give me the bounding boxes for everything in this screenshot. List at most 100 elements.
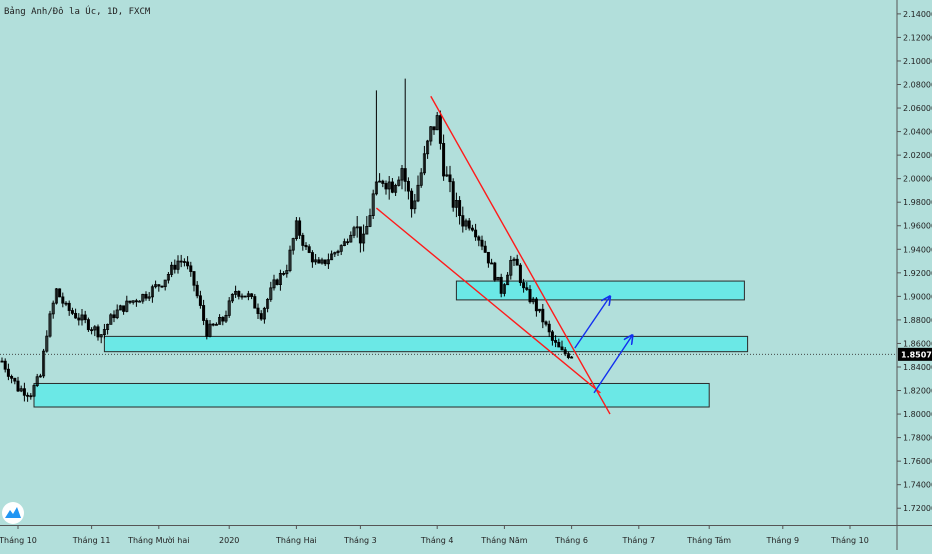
candle-body: [26, 394, 30, 397]
candle-body: [394, 184, 398, 193]
candle: [355, 215, 359, 238]
candle: [176, 255, 180, 274]
logo-circle: [2, 502, 24, 524]
candle-body: [16, 380, 20, 392]
candle-body: [374, 181, 378, 195]
candle-body: [285, 270, 289, 275]
candle: [301, 232, 305, 251]
candle: [262, 306, 266, 324]
candle: [461, 206, 465, 233]
candle-body: [109, 314, 113, 325]
candle: [314, 253, 318, 265]
candle: [470, 224, 474, 232]
candle-body: [266, 298, 270, 309]
candle: [486, 251, 490, 268]
x-axis: Tháng 10 Tháng 11 Tháng Mười hai 2020 Tháng …: [0, 525, 932, 545]
candle: [381, 179, 385, 188]
candle-body: [70, 310, 74, 314]
candle: [432, 126, 436, 135]
candle-body: [525, 287, 529, 290]
candle: [323, 259, 327, 267]
x-tick-label: Tháng Hai: [275, 536, 317, 545]
candle: [125, 295, 129, 313]
candle-body: [234, 290, 238, 295]
candle: [368, 208, 372, 228]
candle-body: [35, 376, 39, 386]
candle-body: [32, 385, 36, 397]
y-tick-label: 1.94000: [903, 245, 932, 254]
candle: [410, 188, 414, 218]
candle-body: [330, 253, 334, 261]
candle-body: [29, 395, 33, 398]
y-tick-label: 2.10000: [903, 57, 932, 66]
candle: [298, 217, 302, 239]
candle-body: [275, 279, 279, 285]
candle: [272, 274, 276, 291]
candle: [496, 276, 500, 281]
candle-body: [346, 241, 350, 244]
candle: [246, 290, 250, 301]
candle-body: [115, 309, 119, 319]
candle: [256, 303, 260, 319]
candle: [147, 292, 151, 302]
candle: [218, 314, 222, 325]
candle: [365, 216, 369, 235]
candle: [278, 269, 282, 291]
y-tick-label: 2.04000: [903, 128, 932, 137]
candle-body: [531, 298, 535, 303]
candle: [141, 293, 145, 304]
candle: [342, 238, 346, 247]
candle-body: [390, 181, 394, 193]
candle-body: [566, 353, 570, 358]
candle: [86, 317, 90, 332]
candle: [70, 307, 74, 316]
candle-body: [214, 323, 218, 326]
candle-body: [317, 259, 321, 264]
x-tick-label: Tháng 4: [420, 536, 454, 545]
candle-body: [48, 313, 52, 337]
candle: [426, 139, 430, 159]
candle-body: [179, 260, 183, 263]
candle-body: [86, 319, 90, 331]
y-tick-label: 1.86000: [903, 339, 932, 348]
candle: [38, 373, 42, 378]
candle: [32, 383, 36, 398]
candle: [282, 271, 286, 276]
candle: [429, 125, 433, 146]
candle-body: [262, 307, 266, 320]
candle: [352, 225, 356, 239]
candle-body: [387, 181, 391, 190]
candle-body: [0, 360, 4, 363]
candle: [157, 284, 161, 292]
candle: [397, 176, 401, 187]
x-tick-label: Tháng Mười hai: [127, 535, 189, 545]
candle-body: [246, 293, 250, 298]
candle: [416, 175, 420, 203]
x-tick-label: Tháng 6: [554, 536, 588, 545]
candle: [80, 309, 84, 326]
tradingview-logo[interactable]: [2, 502, 24, 524]
candle: [106, 323, 110, 335]
candle-body: [237, 290, 241, 297]
candle-body: [323, 259, 327, 265]
candle-body: [125, 300, 129, 312]
candle-body: [307, 246, 311, 253]
candle: [464, 218, 468, 231]
candle-body: [134, 300, 138, 303]
y-axis: 2.14000 2.12000 2.10000 2.08000 2.06000 2.040…: [896, 0, 932, 550]
candle-body: [349, 234, 353, 243]
candle: [400, 165, 404, 190]
candle-body: [429, 126, 433, 142]
candle-body: [557, 341, 561, 348]
candle: [237, 290, 241, 300]
candle: [48, 310, 52, 338]
candle-body: [304, 245, 308, 248]
candle-body: [42, 350, 46, 377]
projection-arrow: [593, 335, 632, 394]
candle-body: [90, 329, 94, 332]
candle: [374, 90, 378, 196]
candle-body: [336, 250, 340, 254]
candle: [563, 347, 567, 357]
candle: [10, 374, 14, 384]
